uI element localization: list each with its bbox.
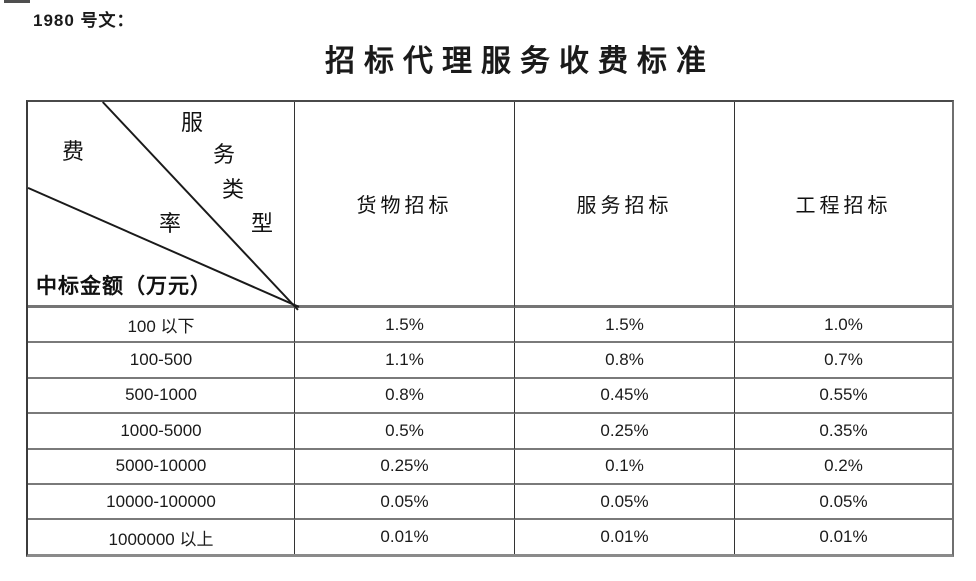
rate-cell: 0.5% bbox=[295, 414, 515, 450]
corner-row-axis-label: 中标金额（万元） bbox=[36, 274, 212, 298]
corner-char-type-1: 服 bbox=[180, 110, 204, 135]
rate-cell: 0.01% bbox=[295, 520, 515, 554]
corner-char-type-3: 类 bbox=[221, 177, 245, 202]
column-header-goods: 货物招标 bbox=[295, 102, 515, 308]
table-row: 1000-5000 0.5% 0.25% 0.35% bbox=[28, 414, 952, 450]
header-row: 费 率 服 务 类 型 中标金额（万元） 货物招标 服务招标 工程招标 bbox=[27, 101, 952, 311]
corner-char-fee-1: 费 bbox=[61, 139, 85, 164]
corner-char-type-2: 务 bbox=[212, 142, 236, 167]
doc-ref-label: 1980 号文： bbox=[33, 11, 135, 30]
rate-cell: 0.05% bbox=[295, 484, 515, 521]
table-row: 500-1000 0.8% 0.45% 0.55% bbox=[28, 378, 952, 415]
table-row: 1000000 以上 0.01% 0.01% 0.01% bbox=[28, 520, 952, 554]
rate-cell: 0.25% bbox=[515, 414, 735, 450]
table-row: 10000-100000 0.05% 0.05% 0.05% bbox=[28, 484, 952, 521]
table-row: 100 以下 1.5% 1.5% 1.0% bbox=[28, 308, 952, 344]
rate-cell: 1.0% bbox=[735, 308, 952, 344]
rate-cell: 1.5% bbox=[515, 308, 735, 344]
fee-standard-table: 费 率 服 务 类 型 中标金额（万元） 货物招标 服务招标 工程招标 100 … bbox=[26, 100, 954, 557]
rate-cell: 1.5% bbox=[295, 308, 515, 344]
corner-char-fee-2: 率 bbox=[158, 211, 182, 236]
corner-char-type-4: 型 bbox=[250, 211, 274, 236]
corner-header-cell: 费 率 服 务 类 型 中标金额（万元） bbox=[27, 101, 300, 311]
amount-range-cell: 500-1000 bbox=[28, 378, 295, 415]
rate-cell: 0.01% bbox=[515, 520, 735, 554]
amount-range-cell: 5000-10000 bbox=[28, 449, 295, 485]
page-title: 招标代理服务收费标准 bbox=[325, 45, 715, 78]
rate-cell: 0.7% bbox=[735, 343, 952, 379]
rate-cell: 0.1% bbox=[515, 449, 735, 485]
column-header-services: 服务招标 bbox=[515, 102, 735, 308]
amount-range-cell: 1000-5000 bbox=[28, 414, 295, 450]
table-row: 100-500 1.1% 0.8% 0.7% bbox=[28, 343, 952, 379]
rate-cell: 0.05% bbox=[515, 484, 735, 521]
rate-cell: 0.25% bbox=[295, 449, 515, 485]
amount-range-cell: 100-500 bbox=[28, 343, 295, 379]
rate-cell: 0.05% bbox=[735, 485, 952, 521]
amount-range-cell: 1000000 以上 bbox=[28, 520, 295, 554]
rate-cell: 0.01% bbox=[819, 527, 868, 547]
rate-cell: 0.8% bbox=[515, 343, 735, 379]
rate-cell: 0.8% bbox=[295, 378, 515, 415]
amount-range-cell: 10000-100000 bbox=[28, 484, 295, 521]
rate-cell: 0.35% bbox=[735, 414, 952, 450]
rate-cell: 0.55% bbox=[735, 379, 952, 415]
rate-cell: 0.2% bbox=[735, 450, 952, 485]
diagonal-divider-lines bbox=[27, 101, 300, 311]
rate-cell: 1.1% bbox=[295, 343, 515, 379]
amount-range-cell: 100 以下 bbox=[28, 308, 295, 344]
page-corner-artifact bbox=[4, 0, 30, 3]
rate-cell: 0.45% bbox=[515, 378, 735, 415]
table-row: 5000-10000 0.25% 0.1% 0.2% bbox=[28, 449, 952, 485]
column-header-engineering: 工程招标 bbox=[735, 102, 952, 308]
